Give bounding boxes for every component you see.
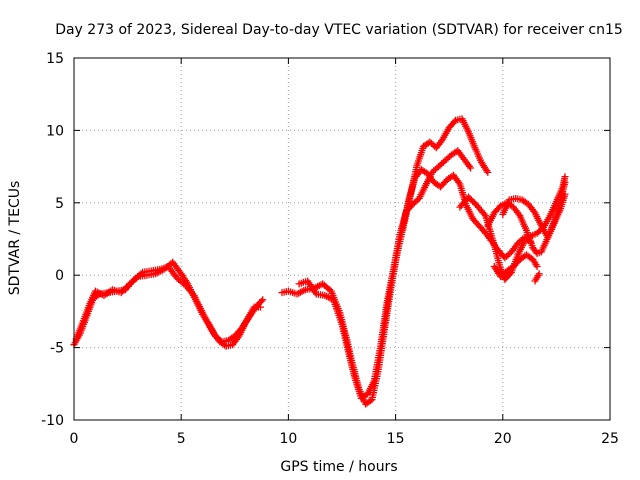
data-point [216, 336, 224, 344]
x-tick-label: 5 [177, 431, 186, 447]
chart-title: Day 273 of 2023, Sidereal Day-to-day VTE… [55, 22, 623, 38]
data-point [561, 179, 569, 186]
data-point [535, 270, 543, 278]
x-axis-title: GPS time / hours [280, 459, 397, 475]
y-tick-label: 5 [55, 196, 64, 212]
data-point [257, 303, 264, 311]
series-track-h [499, 179, 569, 242]
y-tick-label: -10 [41, 413, 64, 429]
series-track-j [531, 270, 543, 285]
axis-ticks [73, 57, 611, 421]
series-track-i [490, 251, 541, 281]
y-tick-label: 0 [55, 268, 64, 284]
data-points [70, 115, 569, 408]
series-track-d [295, 147, 475, 402]
x-tick-label: 25 [601, 431, 619, 447]
data-point [467, 164, 475, 172]
data-point [259, 296, 267, 304]
series-track-e [398, 166, 535, 262]
x-tick-label: 20 [494, 431, 512, 447]
series-track-c [278, 115, 492, 408]
series-track-a [70, 263, 267, 350]
plot-frame [73, 57, 611, 421]
x-tick-labels: 0 5 10 15 20 25 [70, 431, 619, 447]
x-tick-label: 15 [387, 431, 405, 447]
y-axis-title: SDTVAR / TECUs [7, 181, 23, 296]
y-tick-label: 15 [46, 51, 64, 67]
data-point [484, 168, 492, 176]
y-tick-label: -5 [50, 341, 64, 357]
y-tick-label: 10 [46, 123, 64, 139]
y-tick-labels: -10 -5 0 5 10 15 [41, 51, 64, 429]
x-tick-label: 10 [279, 431, 297, 447]
data-point [257, 297, 265, 305]
series-track-b [72, 258, 264, 346]
data-point [533, 263, 541, 270]
x-tick-label: 0 [70, 431, 79, 447]
